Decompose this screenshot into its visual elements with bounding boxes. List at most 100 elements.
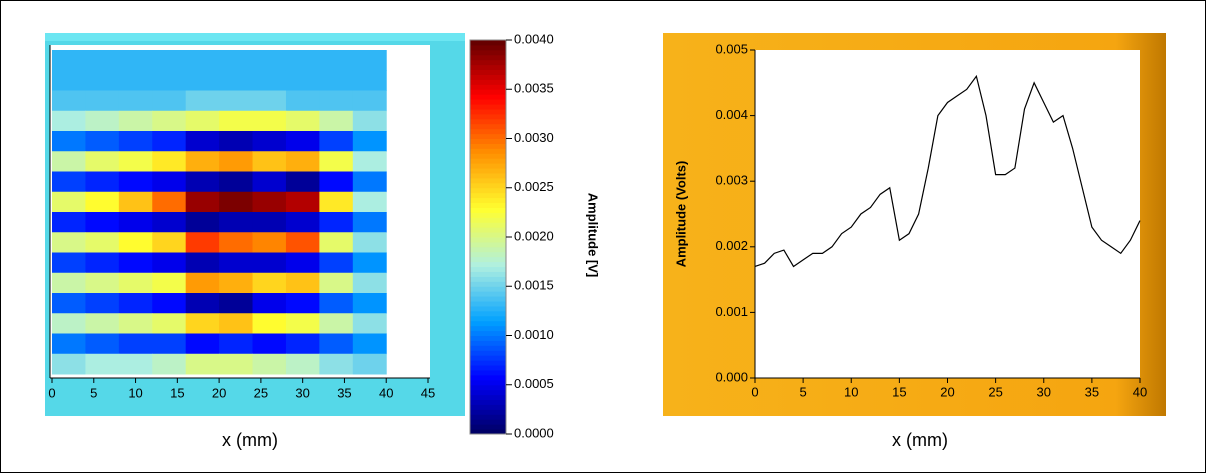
- heatmap-cell: [152, 252, 187, 274]
- heatmap-cell: [152, 191, 187, 213]
- x-tick-label: 10: [844, 384, 858, 399]
- colorbar-segment: [470, 237, 506, 243]
- colorbar-segment: [470, 296, 506, 302]
- heatmap-cell: [152, 70, 187, 91]
- colorbar-segment: [470, 138, 506, 144]
- heatmap-cell: [319, 293, 354, 314]
- colorbar-segment: [470, 305, 506, 312]
- y-tick-label: 0.003: [715, 173, 748, 188]
- colorbar-segment: [470, 246, 506, 253]
- heatmap-cell: [52, 252, 86, 274]
- x-tick-label: 5: [90, 385, 97, 400]
- heatmap-cell: [185, 313, 220, 334]
- heatmap-cell: [118, 110, 153, 132]
- colorbar-segment: [470, 217, 506, 223]
- colorbar-segment: [470, 389, 506, 396]
- heatmap-cell: [118, 212, 153, 233]
- heatmap-cell: [152, 50, 187, 71]
- x-axis-label: x (mm): [222, 430, 278, 450]
- heatmap-cell: [152, 151, 187, 172]
- heatmap-cell: [85, 353, 120, 375]
- x-tick-label: 35: [337, 385, 351, 400]
- heatmap-cell: [352, 90, 387, 112]
- data-line: [754, 74, 1141, 268]
- heatmap-cell: [285, 171, 320, 193]
- colorbar-segment: [470, 374, 506, 381]
- heatmap-cell: [319, 131, 354, 152]
- heatmap-cell: [219, 272, 254, 294]
- heatmap-cell: [319, 333, 354, 355]
- heatmap-cell: [252, 313, 287, 334]
- heatmap-cell: [152, 131, 187, 152]
- heatmap-cell: [118, 293, 153, 314]
- heatmap-cell: [85, 90, 120, 112]
- colorbar-tick-label: 0.0040: [514, 31, 554, 46]
- heatmap-cell: [352, 313, 387, 334]
- heatmap-cell: [52, 232, 86, 253]
- heatmap-frame-bevel: [45, 33, 465, 41]
- heatmap-cell: [219, 191, 254, 213]
- heatmap-cell: [319, 110, 354, 132]
- x-tick-label: 15: [170, 385, 184, 400]
- heatmap-cell: [85, 110, 120, 132]
- colorbar-segment: [470, 345, 506, 351]
- heatmap-cell: [219, 90, 254, 112]
- x-tick-label: 40: [1133, 384, 1147, 399]
- heatmap-cell: [219, 171, 254, 193]
- x-tick-label: 25: [988, 384, 1002, 399]
- colorbar-segment: [470, 429, 506, 435]
- heatmap-cell: [285, 90, 320, 112]
- colorbar-segment: [470, 163, 506, 169]
- heatmap-cell: [85, 131, 120, 152]
- heatmap-cell: [252, 171, 287, 193]
- colorbar-segment: [470, 404, 506, 410]
- heatmap-cell: [285, 353, 320, 375]
- heatmap-cell: [352, 70, 387, 91]
- heatmap-cell: [285, 50, 320, 71]
- heatmap-cell: [185, 191, 220, 213]
- colorbar-segment: [470, 168, 506, 174]
- heatmap-cell: [285, 313, 320, 334]
- heatmap-cell: [352, 110, 387, 132]
- heatmap-cell: [252, 90, 287, 112]
- heatmap-cell: [319, 212, 354, 233]
- heatmap-cell: [252, 191, 287, 213]
- colorbar-segment: [470, 251, 506, 258]
- heatmap-cell: [52, 212, 86, 233]
- heatmap-cell: [85, 50, 120, 71]
- heatmap-cell: [118, 191, 153, 213]
- colorbar-segment: [470, 128, 506, 135]
- heatmap-cell: [52, 171, 86, 193]
- heatmap-cell: [185, 90, 220, 112]
- heatmap-cell: [152, 293, 187, 314]
- heatmap-cell: [152, 90, 187, 112]
- colorbar-segment: [470, 123, 506, 130]
- colorbar-segment: [470, 99, 506, 105]
- colorbar-segment: [470, 74, 506, 80]
- heatmap-cell: [319, 272, 354, 294]
- x-tick-label: 10: [128, 385, 142, 400]
- heatmap-cell: [319, 232, 354, 253]
- heatmap-cell: [185, 272, 220, 294]
- colorbar-segment: [470, 261, 506, 268]
- colorbar-segment: [470, 197, 506, 204]
- heatmap-cell: [219, 212, 254, 233]
- y-tick-label: 0.005: [715, 41, 748, 56]
- heatmap-cell: [85, 293, 120, 314]
- heatmap-cell: [185, 110, 220, 132]
- heatmap-cell: [352, 353, 387, 375]
- colorbar-segment: [470, 365, 506, 371]
- heatmap-cell: [85, 333, 120, 355]
- heatmap-cell: [352, 151, 387, 172]
- heatmap-cell: [252, 50, 287, 71]
- colorbar-segment: [470, 369, 506, 376]
- colorbar-segment: [470, 266, 506, 272]
- heatmap-cell: [85, 252, 120, 274]
- colorbar-segment: [470, 104, 506, 110]
- colorbar-tick-label: 0.0015: [514, 278, 554, 293]
- heatmap-cell: [52, 50, 86, 71]
- colorbar-segment: [470, 143, 506, 149]
- heatmap-cell: [118, 272, 153, 294]
- colorbar-segment: [470, 281, 506, 287]
